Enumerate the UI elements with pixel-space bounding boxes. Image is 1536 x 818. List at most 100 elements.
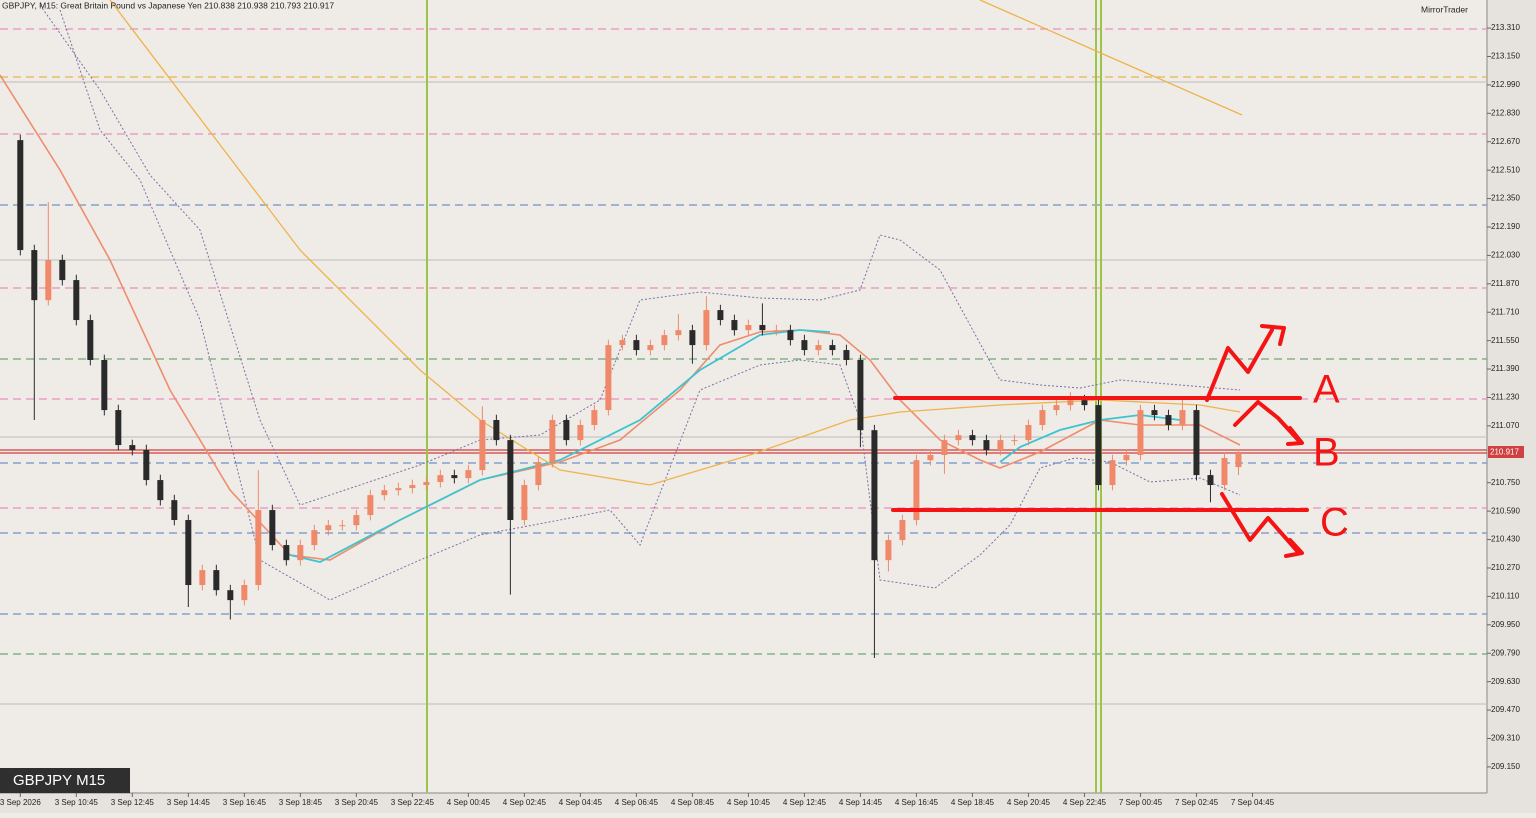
candle-body xyxy=(871,430,878,561)
candle-body xyxy=(1053,405,1060,411)
candle-body xyxy=(507,440,514,521)
x-tick-label: 3 Sep 18:45 xyxy=(279,798,323,807)
candle-body xyxy=(395,488,402,491)
y-tick-label: 212.030 xyxy=(1491,251,1520,260)
candle-body xyxy=(689,330,696,346)
candle-body xyxy=(521,485,528,521)
x-tick-label: 7 Sep 00:45 xyxy=(1119,798,1163,807)
y-tick-label: 212.190 xyxy=(1491,222,1520,231)
bollinger-lower xyxy=(59,9,1241,601)
trend-line xyxy=(979,0,1243,116)
price-tag xyxy=(1488,446,1524,458)
candle-body xyxy=(255,510,262,586)
candle-body xyxy=(661,335,668,346)
candle-body xyxy=(1039,410,1046,426)
candle-body xyxy=(857,360,864,431)
x-tick-label: 4 Sep 02:45 xyxy=(503,798,547,807)
candle-body xyxy=(269,510,276,546)
candle-body xyxy=(899,520,906,541)
y-tick-label: 212.990 xyxy=(1491,80,1520,89)
y-tick-label: 211.870 xyxy=(1491,279,1520,288)
y-tick-label: 210.270 xyxy=(1491,563,1520,572)
moving-average-fast xyxy=(289,329,831,563)
candle-body xyxy=(199,570,206,586)
x-tick-label: 7 Sep 02:45 xyxy=(1175,798,1219,807)
x-tick-label: 3 Sep 14:45 xyxy=(167,798,211,807)
x-tick-label: 3 Sep 2026 xyxy=(0,798,41,807)
candle-body xyxy=(717,310,724,321)
candle-body xyxy=(549,420,556,463)
candle-body xyxy=(339,525,346,527)
x-tick-label: 3 Sep 22:45 xyxy=(391,798,435,807)
y-tick-label: 212.510 xyxy=(1491,165,1520,174)
candle-body xyxy=(997,440,1004,451)
candle-body xyxy=(703,310,710,346)
y-tick-label: 213.150 xyxy=(1491,52,1520,61)
candle-body xyxy=(563,420,570,441)
bollinger-upper xyxy=(39,4,1241,506)
x-tick-label: 4 Sep 04:45 xyxy=(559,798,603,807)
candle-body xyxy=(759,325,766,331)
candle-body xyxy=(129,445,136,451)
y-tick-label: 211.550 xyxy=(1491,336,1520,345)
y-tick-label: 211.230 xyxy=(1491,393,1520,402)
y-tick-label: 209.310 xyxy=(1491,734,1520,743)
y-tick-label: 212.830 xyxy=(1491,108,1520,117)
candle-body xyxy=(451,475,458,479)
price-tag-label: 210.917 xyxy=(1490,448,1519,457)
candle-body xyxy=(87,320,94,361)
symbol-box xyxy=(0,768,130,793)
candle-body xyxy=(969,435,976,441)
candles xyxy=(17,134,1242,659)
candle-body xyxy=(1235,453,1242,468)
candle-body xyxy=(31,250,38,301)
candle-body xyxy=(185,520,192,586)
candle-body xyxy=(143,450,150,481)
x-tick-label: 4 Sep 06:45 xyxy=(615,798,659,807)
x-tick-label: 4 Sep 14:45 xyxy=(839,798,883,807)
drawn-arrow xyxy=(1220,492,1300,554)
candle-body xyxy=(171,500,178,521)
chart-title: GBPJPY, M15: Great Britain Pound vs Japa… xyxy=(2,0,334,10)
candle-body xyxy=(1011,440,1018,442)
candle-body xyxy=(731,320,738,331)
time-axis xyxy=(0,793,1487,813)
candle-body xyxy=(1151,410,1158,416)
candle-body xyxy=(913,460,920,521)
candle-body xyxy=(157,480,164,501)
y-tick-label: 209.470 xyxy=(1491,705,1520,714)
candle-body xyxy=(297,545,304,561)
candle-body xyxy=(745,325,752,331)
candle-body xyxy=(213,570,220,591)
x-tick-label: 7 Sep 04:45 xyxy=(1231,798,1275,807)
annotation-label: A xyxy=(1313,368,1340,412)
y-tick-label: 210.110 xyxy=(1491,592,1520,601)
candle-body xyxy=(647,345,654,351)
drawn-arrow-head xyxy=(1284,538,1304,558)
candle-body xyxy=(955,435,962,441)
candle-body xyxy=(311,530,318,546)
candle-body xyxy=(283,545,290,561)
candle-body xyxy=(227,590,234,601)
candle-body xyxy=(479,420,486,471)
candle-body xyxy=(1067,400,1074,406)
candle-body xyxy=(591,410,598,426)
candle-body xyxy=(493,420,500,441)
x-tick-label: 4 Sep 12:45 xyxy=(783,798,827,807)
x-tick-label: 3 Sep 12:45 xyxy=(111,798,155,807)
candle-body xyxy=(773,330,780,332)
y-tick-label: 211.710 xyxy=(1491,307,1520,316)
x-tick-label: 4 Sep 10:45 xyxy=(727,798,771,807)
moving-average-slow xyxy=(0,74,1241,561)
candle-body xyxy=(633,340,640,351)
candle-body xyxy=(843,350,850,361)
candle-body xyxy=(675,330,682,336)
candle-body xyxy=(1137,410,1144,456)
candle-body xyxy=(927,455,934,461)
y-tick-label: 211.390 xyxy=(1491,364,1520,373)
y-tick-label: 209.950 xyxy=(1491,620,1520,629)
candle-body xyxy=(115,410,122,446)
candle-body xyxy=(801,340,808,351)
y-tick-label: 212.350 xyxy=(1491,194,1520,203)
